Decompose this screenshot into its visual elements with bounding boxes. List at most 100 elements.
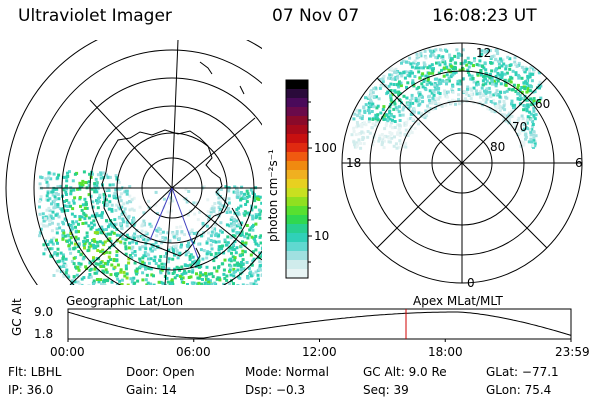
left-aurora-emission xyxy=(38,170,266,293)
aurora-pixel xyxy=(507,116,511,120)
aurora-pixel xyxy=(409,116,413,120)
aurora-pixel xyxy=(481,64,485,68)
aurora-pixel xyxy=(71,207,75,211)
aurora-pixel xyxy=(96,206,100,210)
aurora-pixel xyxy=(197,242,201,246)
aurora-pixel xyxy=(154,262,158,265)
aurora-pixel xyxy=(115,250,119,254)
aurora-pixel xyxy=(392,100,396,104)
aurora-pixel xyxy=(39,198,43,202)
aurora-pixel xyxy=(389,82,393,86)
aurora-pixel xyxy=(510,122,514,126)
aurora-pixel xyxy=(89,275,93,279)
aurora-pixel xyxy=(175,249,179,253)
aurora-pixel xyxy=(411,79,415,83)
aurora-pixel xyxy=(233,258,237,262)
aurora-pixel xyxy=(161,236,165,239)
aurora-pixel xyxy=(66,209,70,212)
aurora-pixel xyxy=(449,57,453,61)
aurora-pixel xyxy=(124,213,127,217)
aurora-pixel xyxy=(253,193,256,197)
aurora-pixel xyxy=(83,242,87,246)
aurora-pixel xyxy=(232,190,236,194)
aurora-pixel xyxy=(126,283,130,285)
aurora-pixel xyxy=(386,115,390,119)
aurora-pixel xyxy=(449,101,453,105)
aurora-pixel xyxy=(119,283,123,285)
aurora-pixel xyxy=(516,83,520,87)
aurora-pixel xyxy=(47,206,51,210)
aurora-pixel xyxy=(219,287,222,290)
aurora-pixel xyxy=(528,89,532,93)
seq-info: Seq: 39 xyxy=(363,383,409,397)
aurora-pixel xyxy=(382,139,386,143)
aurora-pixel xyxy=(239,191,243,195)
aurora-pixel xyxy=(222,197,226,201)
aurora-pixel xyxy=(209,279,212,283)
aurora-pixel xyxy=(263,281,266,284)
aurora-pixel xyxy=(157,264,161,268)
aurora-pixel xyxy=(422,114,426,118)
aurora-pixel xyxy=(392,144,396,148)
aurora-pixel xyxy=(241,240,244,244)
aurora-pixel xyxy=(133,261,137,265)
aurora-pixel xyxy=(101,241,105,245)
aurora-pixel xyxy=(437,61,441,65)
aurora-pixel xyxy=(236,212,240,216)
aurora-pixel xyxy=(104,250,108,254)
colorbar-segment xyxy=(286,98,308,108)
aurora-pixel xyxy=(57,173,61,177)
aurora-pixel xyxy=(411,81,415,85)
aurora-pixel xyxy=(145,232,149,236)
aurora-pixel xyxy=(223,240,227,244)
aurora-pixel xyxy=(463,60,467,63)
aurora-pixel xyxy=(490,109,494,113)
aurora-pixel xyxy=(498,109,502,113)
aurora-pixel xyxy=(141,278,145,282)
aurora-pixel xyxy=(125,290,128,293)
aurora-pixel xyxy=(494,107,498,111)
aurora-pixel xyxy=(517,116,521,120)
aurora-pixel xyxy=(532,136,536,140)
aurora-pixel xyxy=(159,255,163,259)
aurora-pixel xyxy=(48,222,52,226)
aurora-pixel xyxy=(362,136,366,140)
aurora-pixel xyxy=(383,117,387,121)
timeline-ytick-top: 9.0 xyxy=(34,305,54,319)
aurora-pixel xyxy=(513,128,517,131)
aurora-pixel xyxy=(115,203,119,207)
aurora-pixel xyxy=(352,126,356,130)
aurora-pixel xyxy=(424,88,428,92)
aurora-pixel xyxy=(246,287,249,290)
aurora-pixel xyxy=(466,56,470,60)
aurora-pixel xyxy=(243,213,247,217)
aurora-pixel xyxy=(106,225,110,229)
aurora-pixel xyxy=(417,85,421,89)
aurora-pixel xyxy=(388,117,392,121)
aurora-pixel xyxy=(108,183,112,187)
aurora-pixel xyxy=(505,89,509,93)
aurora-pixel xyxy=(256,277,260,281)
aurora-pixel xyxy=(510,115,514,118)
aurora-pixel xyxy=(133,250,137,253)
aurora-pixel xyxy=(198,290,201,293)
aurora-pixel xyxy=(525,82,529,86)
aurora-pixel xyxy=(511,104,515,107)
aurora-pixel xyxy=(196,218,200,222)
aurora-pixel xyxy=(106,238,110,242)
aurora-pixel xyxy=(498,95,502,99)
aurora-pixel xyxy=(422,78,426,82)
aurora-pixel xyxy=(402,144,406,148)
aurora-pixel xyxy=(447,100,451,104)
date-label: 07 Nov 07 xyxy=(272,6,360,26)
aurora-pixel xyxy=(205,252,209,256)
geographic-map xyxy=(5,40,266,293)
aurora-pixel xyxy=(175,265,179,269)
aurora-pixel xyxy=(369,103,373,107)
aurora-pixel xyxy=(87,193,91,197)
aurora-pixel xyxy=(421,85,425,89)
colorbar-segment xyxy=(286,107,308,117)
aurora-pixel xyxy=(393,70,397,74)
aurora-pixel xyxy=(73,196,77,200)
aurora-pixel xyxy=(119,222,123,225)
